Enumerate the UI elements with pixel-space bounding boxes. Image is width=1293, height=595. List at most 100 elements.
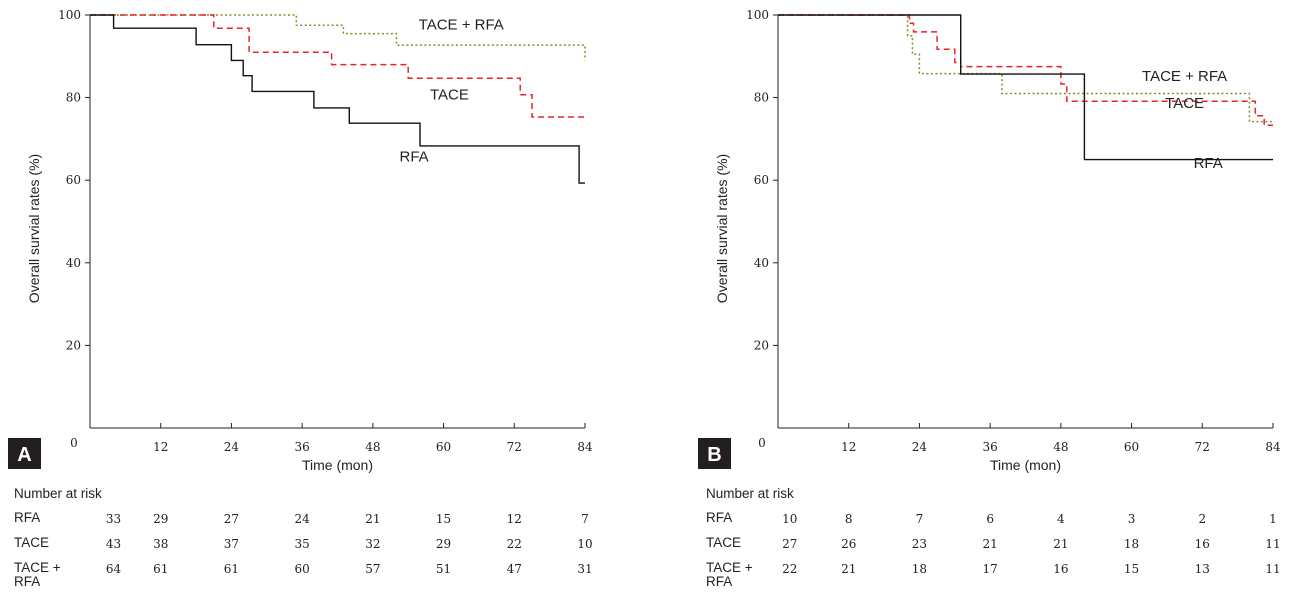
x-axis-label: Time (mon) [302, 457, 373, 473]
risk-value: 12 [507, 512, 522, 526]
x-tick-label: 48 [1053, 440, 1068, 454]
series-line-tace-rfa [90, 14, 586, 61]
series-line-tace-rfa [778, 14, 1273, 123]
y-axis-label: Overall survial rates (%) [714, 154, 730, 303]
risk-value: 16 [1195, 537, 1210, 551]
x-tick-label: 84 [1265, 440, 1281, 454]
risk-value: 27 [224, 512, 239, 526]
risk-row-label: TACE + [14, 560, 61, 575]
risk-value: 35 [295, 537, 310, 551]
x-tick-label: 60 [1124, 440, 1139, 454]
risk-value: 51 [436, 562, 451, 576]
risk-value: 18 [1124, 537, 1139, 551]
x-tick-label: 0 [758, 436, 766, 450]
risk-value: 61 [224, 562, 239, 576]
curve-label: RFA [1194, 155, 1223, 172]
x-tick-label: 72 [1195, 440, 1210, 454]
risk-value: 11 [1265, 562, 1280, 576]
y-tick-label: 60 [66, 173, 81, 187]
y-tick-label: 80 [754, 91, 769, 105]
risk-row-label: TACE [706, 535, 741, 550]
risk-row-label: RFA [14, 574, 40, 589]
panel-letter: B [707, 444, 721, 466]
x-tick-label: 48 [365, 440, 380, 454]
curve-label: TACE + RFA [419, 16, 504, 33]
risk-value: 21 [983, 537, 998, 551]
risk-value: 11 [1265, 537, 1280, 551]
risk-value: 32 [365, 537, 380, 551]
y-axis-label: Overall survial rates (%) [26, 154, 42, 303]
risk-value: 60 [295, 562, 310, 576]
risk-value: 15 [436, 512, 451, 526]
risk-value: 21 [841, 562, 856, 576]
risk-value: 16 [1053, 562, 1068, 576]
curve-label: TACE + RFA [1142, 68, 1227, 85]
risk-value: 10 [782, 512, 797, 526]
y-tick-label: 40 [754, 256, 769, 270]
risk-row-label: TACE [14, 535, 49, 550]
series-line-rfa [90, 14, 585, 184]
y-tick-label: 40 [66, 256, 81, 270]
risk-value: 7 [581, 512, 589, 526]
risk-value: 7 [916, 512, 924, 526]
risk-value: 10 [577, 537, 592, 551]
risk-value: 29 [153, 512, 168, 526]
risk-table-title: Number at risk [706, 486, 794, 501]
curve-label: TACE [1165, 95, 1204, 112]
risk-value: 23 [912, 537, 927, 551]
series-line-tace [90, 14, 585, 118]
series-line-rfa [778, 14, 1273, 161]
x-tick-label: 60 [436, 440, 451, 454]
x-tick-label: 36 [295, 440, 310, 454]
risk-value: 61 [153, 562, 168, 576]
y-tick-label: 100 [746, 8, 769, 22]
curve-label: RFA [400, 149, 429, 166]
x-tick-label: 12 [841, 440, 856, 454]
y-tick-label: 20 [66, 338, 81, 352]
chart-panel-a: 20 40 60 80 100 0 12 24 36 48 60 72 84 Time (mon) Over… [8, 8, 593, 589]
risk-value: 21 [365, 512, 380, 526]
risk-value: 2 [1198, 512, 1206, 526]
risk-value: 26 [841, 537, 856, 551]
risk-value: 13 [1195, 562, 1210, 576]
risk-row-label: RFA [706, 574, 732, 589]
risk-value: 24 [295, 512, 311, 526]
risk-value: 38 [153, 537, 168, 551]
panel-letter-box [698, 438, 731, 469]
risk-row-label: TACE + [706, 560, 753, 575]
risk-value: 8 [845, 512, 853, 526]
x-tick-label: 36 [983, 440, 998, 454]
risk-value: 17 [983, 562, 998, 576]
x-tick-label: 72 [507, 440, 522, 454]
risk-row-label: RFA [14, 510, 40, 525]
risk-value: 6 [986, 512, 994, 526]
risk-row-label: RFA [706, 510, 732, 525]
risk-value: 3 [1128, 512, 1136, 526]
risk-value: 4 [1057, 512, 1065, 526]
risk-value: 57 [365, 562, 380, 576]
risk-value: 31 [577, 562, 592, 576]
x-tick-label: 24 [224, 440, 240, 454]
risk-value: 18 [912, 562, 927, 576]
y-tick-label: 100 [58, 8, 81, 22]
risk-table-title: Number at risk [14, 486, 102, 501]
risk-value: 27 [782, 537, 797, 551]
risk-value: 33 [106, 512, 121, 526]
risk-value: 64 [106, 562, 122, 576]
risk-value: 47 [507, 562, 522, 576]
risk-value: 1 [1269, 512, 1277, 526]
y-tick-label: 60 [754, 173, 769, 187]
risk-value: 15 [1124, 562, 1139, 576]
risk-value: 22 [782, 562, 797, 576]
x-axis-label: Time (mon) [990, 457, 1061, 473]
panel-letter-box [8, 438, 41, 469]
risk-value: 21 [1053, 537, 1068, 551]
x-tick-label: 84 [577, 440, 593, 454]
y-tick-label: 20 [754, 338, 769, 352]
risk-value: 37 [224, 537, 239, 551]
x-tick-label: 0 [70, 436, 78, 450]
curve-label: TACE [430, 87, 469, 104]
panel-letter: A [17, 444, 31, 466]
